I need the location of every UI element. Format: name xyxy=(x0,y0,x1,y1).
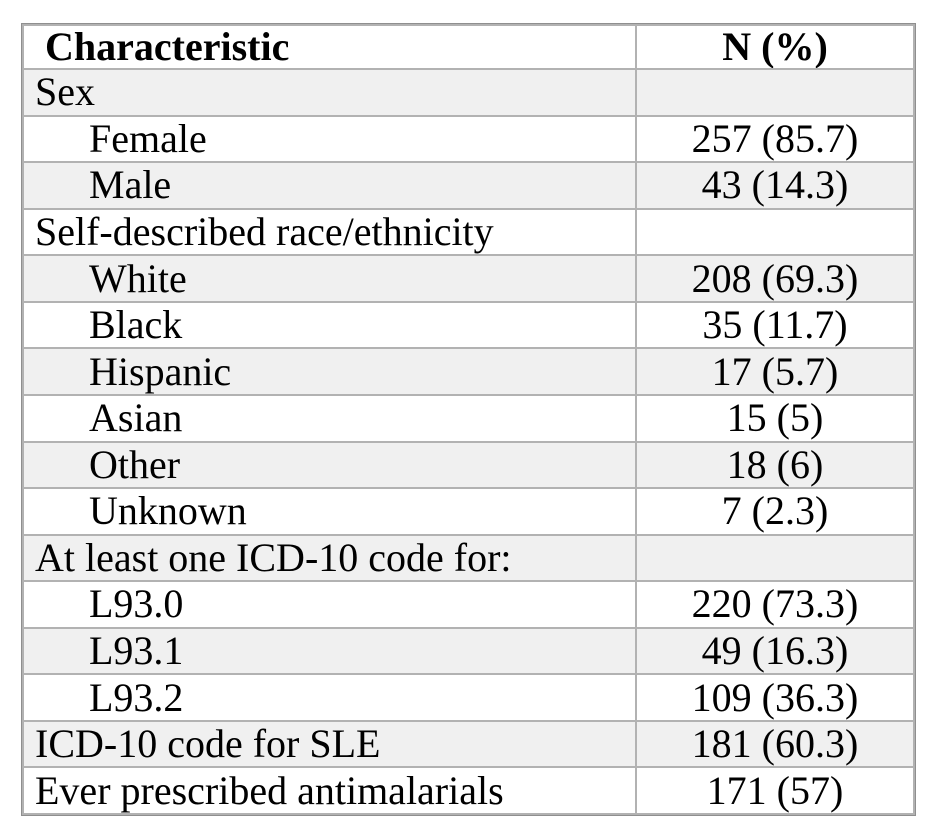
row-value xyxy=(635,68,915,117)
table-row: Black 35 (11.7) xyxy=(22,300,915,350)
row-value: 18 (6) xyxy=(635,440,915,490)
row-label: Other xyxy=(22,440,637,490)
row-value: 7 (2.3) xyxy=(635,487,915,536)
table-row: Sex xyxy=(22,68,915,117)
column-header-characteristic: Characteristic xyxy=(22,24,637,70)
table-body: Sex Female 257 (85.7) Male 43 (14.3) Sel… xyxy=(22,68,915,815)
row-value: 257 (85.7) xyxy=(635,114,915,164)
row-value: 35 (11.7) xyxy=(635,300,915,350)
row-label: L93.0 xyxy=(22,580,637,629)
table-row: Male 43 (14.3) xyxy=(22,161,915,210)
row-label: Asian xyxy=(22,393,637,443)
table-row: L93.1 49 (16.3) xyxy=(22,626,915,676)
characteristics-table: Characteristic N (%) Sex Female 257 (85.… xyxy=(21,23,916,816)
table-row: Hispanic 17 (5.7) xyxy=(22,347,915,396)
table-row: White 208 (69.3) xyxy=(22,254,915,303)
row-value: 109 (36.3) xyxy=(635,673,915,722)
row-value: 208 (69.3) xyxy=(635,254,915,303)
column-header-n-percent: N (%) xyxy=(635,24,915,70)
table-row: Unknown 7 (2.3) xyxy=(22,487,915,536)
table-row: Asian 15 (5) xyxy=(22,393,915,443)
table-row: L93.2 109 (36.3) xyxy=(22,673,915,722)
row-value: 15 (5) xyxy=(635,393,915,443)
table-row: Ever prescribed antimalarials 171 (57) xyxy=(22,766,915,815)
row-label: White xyxy=(22,254,637,303)
row-value: 17 (5.7) xyxy=(635,347,915,396)
row-value: 49 (16.3) xyxy=(635,626,915,676)
row-label: Self-described race/ethnicity xyxy=(22,207,637,257)
row-label: ICD-10 code for SLE xyxy=(22,719,637,769)
row-value: 220 (73.3) xyxy=(635,580,915,629)
row-label: Sex xyxy=(22,68,637,117)
table-row: Self-described race/ethnicity xyxy=(22,207,915,257)
table-row: Female 257 (85.7) xyxy=(22,114,915,164)
row-label: L93.1 xyxy=(22,626,637,676)
table-row: Other 18 (6) xyxy=(22,440,915,490)
row-value xyxy=(635,533,915,583)
row-value: 171 (57) xyxy=(635,766,915,815)
row-value xyxy=(635,207,915,257)
row-label: Black xyxy=(22,300,637,350)
table-row: ICD-10 code for SLE 181 (60.3) xyxy=(22,719,915,769)
row-label: L93.2 xyxy=(22,673,637,722)
header-row: Characteristic N (%) xyxy=(22,24,915,70)
row-label: Ever prescribed antimalarials xyxy=(22,766,637,815)
row-label: Unknown xyxy=(22,487,637,536)
row-value: 181 (60.3) xyxy=(635,719,915,769)
row-label: Female xyxy=(22,114,637,164)
row-label: Male xyxy=(22,161,637,210)
table-row: At least one ICD-10 code for: xyxy=(22,533,915,583)
row-label: Hispanic xyxy=(22,347,637,396)
row-value: 43 (14.3) xyxy=(635,161,915,210)
row-label: At least one ICD-10 code for: xyxy=(22,533,637,583)
table-row: L93.0 220 (73.3) xyxy=(22,580,915,629)
